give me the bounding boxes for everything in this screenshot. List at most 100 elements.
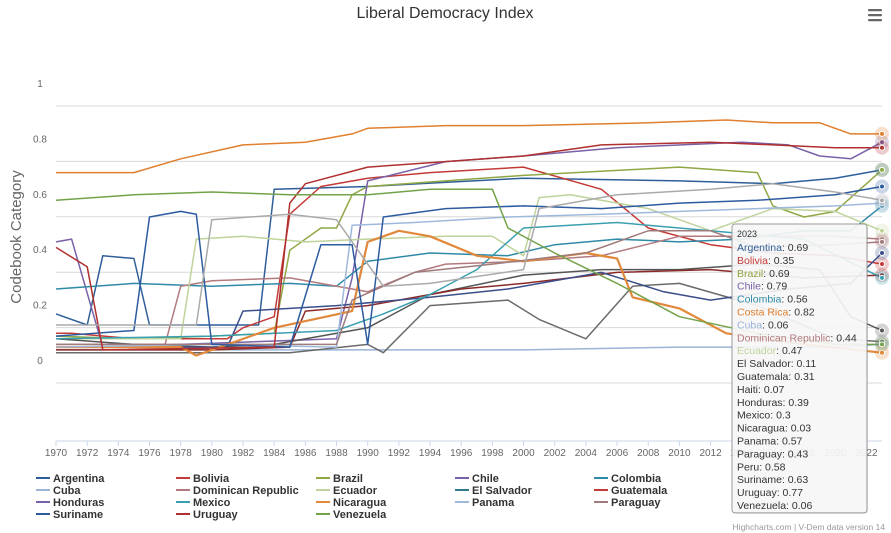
end-markers <box>875 126 889 360</box>
tooltip-box <box>731 223 868 514</box>
end-marker <box>879 144 885 151</box>
legend-label: Argentina <box>53 473 105 485</box>
series-line-costa-rica[interactable] <box>56 119 882 174</box>
legend-label: Nicaragua <box>333 497 387 509</box>
end-marker <box>879 139 885 146</box>
tooltip-row: Uruguay: 0.77 <box>737 487 803 499</box>
legend-item-colombia[interactable]: Colombia <box>594 473 662 485</box>
legend-item-brazil[interactable]: Brazil <box>316 473 363 485</box>
tooltip-row: Brazil: 0.69 <box>737 268 790 280</box>
y-tick-label: 1 <box>37 79 43 90</box>
end-marker <box>879 238 885 245</box>
tooltip-row: Mexico: 0.3 <box>737 410 791 422</box>
end-marker <box>879 249 885 256</box>
tooltip-row: Bolivia: 0.35 <box>737 255 794 267</box>
tooltip-row: Suriname: 0.63 <box>737 474 808 486</box>
legend-label: Chile <box>472 473 499 485</box>
credits-link[interactable]: Highcharts.com | V-Dem data version 14 <box>733 522 886 532</box>
series-line-nicaragua[interactable] <box>56 229 883 357</box>
tooltip-header: 2023 <box>737 229 757 239</box>
x-tick-label: 2012 <box>699 448 722 459</box>
legend-label: Cuba <box>53 485 81 497</box>
y-axis-title: Codebook Category <box>8 170 25 304</box>
tooltip-row: Panama: 0.57 <box>737 436 803 448</box>
x-tick-label: 1982 <box>232 448 255 459</box>
end-marker <box>879 349 885 356</box>
y-tick-label: 0 <box>37 356 43 367</box>
legend-item-honduras[interactable]: Honduras <box>36 497 104 509</box>
end-marker <box>879 327 885 334</box>
end-marker <box>879 166 885 173</box>
tooltip-row: El Salvador: 0.11 <box>737 358 816 370</box>
legend-item-cuba[interactable]: Cuba <box>36 485 81 497</box>
hamburger-menu-icon <box>868 9 882 12</box>
legend-label: Brazil <box>333 473 363 485</box>
x-tick-label: 1996 <box>450 448 473 459</box>
end-marker <box>879 227 885 234</box>
legend-item-guatemala[interactable]: Guatemala <box>594 485 668 497</box>
x-tick-label: 2002 <box>544 448 567 459</box>
series-line-suriname[interactable] <box>55 185 883 348</box>
x-tick-label: 1990 <box>357 448 380 459</box>
tooltip-row: Dominican Republic: 0.44 <box>737 332 857 344</box>
tooltip-row: Haiti: 0.07 <box>737 384 784 396</box>
grid-lines <box>56 105 882 442</box>
end-marker <box>879 341 885 348</box>
end-marker <box>879 197 885 204</box>
legend-item-venezuela[interactable]: Venezuela <box>316 509 387 521</box>
series-line-panama[interactable] <box>55 202 883 348</box>
x-tick-label: 1998 <box>481 448 504 459</box>
x-tick-label: 2008 <box>637 448 660 459</box>
series-line-peru[interactable] <box>56 182 883 326</box>
x-tick-label: 1992 <box>388 448 411 459</box>
series-line-uruguay[interactable] <box>55 141 882 351</box>
x-tick-label: 1976 <box>138 448 161 459</box>
x-tick-label: 1972 <box>76 448 99 459</box>
x-tick-label: 1988 <box>325 448 348 459</box>
legend-label: Honduras <box>53 497 104 509</box>
legend-item-uruguay[interactable]: Uruguay <box>176 509 239 521</box>
x-tick-label: 1984 <box>263 448 286 459</box>
legend-item-chile[interactable]: Chile <box>455 473 499 485</box>
legend-label: Uruguay <box>193 509 239 521</box>
legend-item-argentina[interactable]: Argentina <box>36 473 105 485</box>
legend-item-paraguay[interactable]: Paraguay <box>594 497 661 509</box>
y-tick-label: 0.8 <box>33 134 47 145</box>
legend-label: Guatemala <box>611 485 668 497</box>
menu-button[interactable] <box>864 6 886 24</box>
legend-item-nicaragua[interactable]: Nicaragua <box>316 497 387 509</box>
tooltip-row: Paraguay: 0.43 <box>737 448 808 460</box>
legend-item-suriname[interactable]: Suriname <box>36 509 103 521</box>
series-line-bolivia[interactable] <box>56 166 883 340</box>
legend-item-bolivia[interactable]: Bolivia <box>176 473 230 485</box>
legend-item-dominican-republic[interactable]: Dominican Republic <box>176 485 299 497</box>
legend-item-ecuador[interactable]: Ecuador <box>316 485 378 497</box>
x-tick-label: 1974 <box>107 448 130 459</box>
series-lines <box>55 119 883 357</box>
legend-item-panama[interactable]: Panama <box>455 497 515 509</box>
y-tick-label: 0.6 <box>33 190 47 201</box>
legend-label: Dominican Republic <box>193 485 299 497</box>
legend-label: Mexico <box>193 497 231 509</box>
tooltip-row: Chile: 0.79 <box>737 281 787 293</box>
end-marker <box>879 183 885 190</box>
legend-item-el-salvador[interactable]: El Salvador <box>455 485 533 497</box>
series-line-ecuador[interactable] <box>56 194 883 340</box>
x-tick-label: 1986 <box>294 448 317 459</box>
tooltip-row: Ecuador: 0.47 <box>737 345 803 357</box>
end-marker <box>879 130 885 137</box>
x-tick-label: 1994 <box>419 448 442 459</box>
x-tick-label: 2000 <box>512 448 535 459</box>
legend-label: Paraguay <box>611 497 661 509</box>
x-tick-label: 2006 <box>606 448 629 459</box>
x-tick-label: 1970 <box>45 448 68 459</box>
tooltip-row: Honduras: 0.39 <box>737 397 809 409</box>
tooltip-row: Cuba: 0.06 <box>737 319 789 331</box>
tooltip-row: Colombia: 0.56 <box>737 294 808 306</box>
x-tick-label: 2004 <box>575 448 598 459</box>
x-tick-label: 1980 <box>201 448 224 459</box>
tooltip-row: Guatemala: 0.31 <box>737 371 815 383</box>
tooltip-row: Nicaragua: 0.03 <box>737 423 811 435</box>
legend-item-mexico[interactable]: Mexico <box>176 497 231 509</box>
x-tick-label: 1978 <box>170 448 193 459</box>
